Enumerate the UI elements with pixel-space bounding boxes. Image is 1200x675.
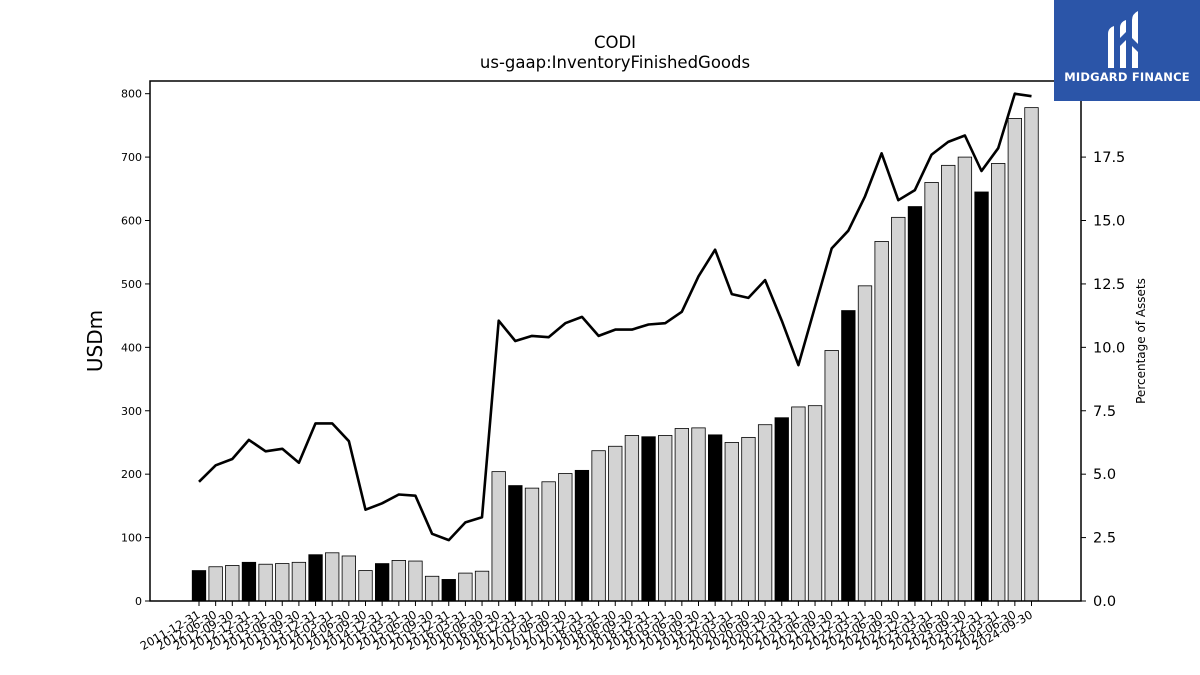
bar-2013-09-30 <box>291 561 307 602</box>
y-tick-label: 400 <box>121 341 142 354</box>
bar-2015-09-30 <box>424 575 440 602</box>
y2-tick-label: 5.0 <box>1093 467 1116 483</box>
line-series <box>198 92 1032 542</box>
chart-title: CODI <box>594 33 636 52</box>
bar-2024-03-31 <box>991 163 1006 602</box>
bar-2024-06-30 <box>1007 118 1022 602</box>
y-tick-label: 500 <box>121 278 142 291</box>
bar-2018-09-30 <box>624 435 640 602</box>
bar-2022-06-30 <box>874 241 889 602</box>
bar-2023-09-30 <box>957 156 973 602</box>
bar-2023-06-30 <box>941 164 956 602</box>
bar-2023-03-31 <box>924 182 939 602</box>
y2-tick-label: 2.5 <box>1093 531 1116 547</box>
bar-2017-03-31 <box>524 487 540 602</box>
bar-2012-09-30 <box>225 565 240 602</box>
bar-2016-09-30 <box>491 471 506 602</box>
bar-2018-03-31 <box>591 450 606 602</box>
axes: 0 100 200 300 400 500 600 700 800 0.0 2.5 5.0 7.5 10.… <box>121 80 1125 653</box>
bar-2022-03-31 <box>857 285 873 602</box>
bar-2016-06-30 <box>474 570 490 602</box>
bar-2019-12-31 <box>708 434 723 602</box>
bar-2020-03-31 <box>724 442 739 602</box>
percentage-line <box>198 92 1032 542</box>
bar-2014-12-31 <box>374 563 390 602</box>
bar-2013-12-31 <box>308 554 323 602</box>
bar-2014-09-30 <box>358 570 373 602</box>
bar-2015-06-30 <box>408 560 423 602</box>
logo-mark-icon <box>1108 11 1138 68</box>
y-axis-label: USDm <box>83 310 107 372</box>
bar-2014-06-30 <box>341 555 357 602</box>
bar-2021-09-30 <box>824 350 839 602</box>
logo-text: MIDGARD FINANCE <box>1064 70 1190 84</box>
bar-2021-06-30 <box>807 405 823 602</box>
bar-2017-06-30 <box>541 481 556 602</box>
y-tick-label: 200 <box>121 468 142 481</box>
bar-2020-09-30 <box>757 424 773 602</box>
bar-2024-09-30 <box>1024 107 1039 602</box>
y2-tick-label: 10.0 <box>1093 340 1125 356</box>
y2-tick-label: 17.5 <box>1093 150 1125 166</box>
bar-2012-12-31 <box>241 561 257 602</box>
bar-series <box>191 107 1039 602</box>
y-tick-label: 100 <box>121 532 142 545</box>
bar-2020-12-31 <box>774 417 789 602</box>
brand-logo: MIDGARD FINANCE <box>1054 0 1200 101</box>
bar-2017-09-30 <box>558 473 573 602</box>
y2-tick-label: 15.0 <box>1093 214 1125 230</box>
bar-2019-09-30 <box>691 427 706 602</box>
bar-2023-12-31 <box>974 191 989 602</box>
y-tick-label: 700 <box>121 151 142 164</box>
y2-tick-label: 0.0 <box>1093 594 1116 610</box>
bar-2022-12-31 <box>907 206 923 602</box>
bar-2020-06-30 <box>741 436 756 602</box>
y-tick-label: 600 <box>121 215 142 228</box>
y-tick-label: 300 <box>121 405 142 418</box>
bar-2018-12-31 <box>641 436 656 602</box>
y-tick-label: 0 <box>135 595 142 608</box>
y2-tick-label: 12.5 <box>1093 277 1125 293</box>
bar-2017-12-31 <box>574 469 590 602</box>
y-tick-label: 800 <box>121 88 142 101</box>
bar-2015-03-31 <box>391 560 406 602</box>
bar-2013-06-30 <box>275 563 290 602</box>
chart-subtitle: us-gaap:InventoryFinishedGoods <box>480 53 750 72</box>
bar-2019-06-30 <box>674 428 689 602</box>
y2-tick-label: 7.5 <box>1093 404 1116 420</box>
bar-2018-06-30 <box>608 445 623 602</box>
bar-2019-03-31 <box>658 435 673 602</box>
bar-2012-06-30 <box>208 566 223 602</box>
bar-2015-12-31 <box>441 579 456 602</box>
bar-2014-03-31 <box>325 552 340 602</box>
y2-axis-label: Percentage of Assets <box>1134 278 1148 404</box>
bar-2016-12-31 <box>508 485 523 602</box>
bar-2021-03-31 <box>791 406 806 602</box>
bar-2011-12-31 <box>191 570 207 602</box>
bar-2013-03-31 <box>258 563 273 602</box>
bar-2022-09-30 <box>891 216 906 602</box>
bar-2016-03-31 <box>458 572 473 602</box>
bar-2021-12-31 <box>841 310 856 602</box>
